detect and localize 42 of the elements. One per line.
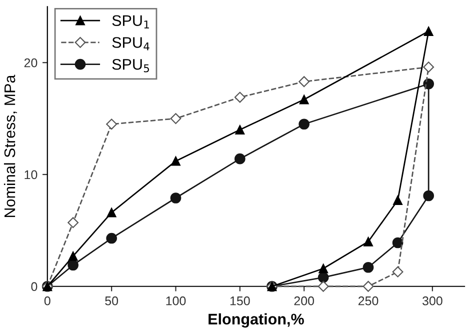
point — [298, 76, 310, 88]
point — [362, 280, 374, 292]
point — [299, 94, 309, 104]
point — [171, 156, 180, 166]
point — [234, 153, 246, 164]
point — [106, 118, 118, 130]
x-tick-label: 150 — [230, 296, 250, 306]
point — [235, 125, 245, 134]
x-tick-label: 250 — [358, 296, 378, 306]
point — [68, 217, 79, 228]
point — [362, 262, 374, 273]
legend-label: SPU$_{1}$ — [112, 15, 149, 28]
point — [392, 237, 404, 248]
point — [234, 92, 246, 103]
x-axis-title: Elongation,% — [208, 313, 304, 328]
point — [170, 113, 182, 124]
point — [298, 118, 310, 130]
point — [393, 196, 402, 205]
point — [318, 264, 328, 274]
point — [392, 266, 404, 278]
y-tick-label: 0 — [31, 282, 38, 292]
point — [68, 251, 78, 261]
point — [68, 260, 78, 271]
point — [318, 280, 329, 292]
x-tick-label: 0 — [44, 296, 50, 306]
legend-label: SPU$_{5}$ — [112, 58, 149, 72]
y-axis-title: Nominal Stress, MPa — [4, 74, 18, 218]
legend-label: SPU$_{4}$ — [112, 37, 150, 50]
x-tick-label: 50 — [105, 296, 118, 306]
point — [423, 62, 434, 73]
x-tick-label: 100 — [166, 296, 186, 306]
point — [318, 272, 329, 283]
point — [423, 190, 434, 202]
y-tick-label: 20 — [24, 58, 38, 68]
x-tick-label: 300 — [422, 296, 442, 306]
point — [106, 232, 117, 244]
point — [170, 192, 182, 204]
point — [106, 208, 116, 218]
point — [424, 26, 434, 36]
point — [364, 236, 373, 246]
x-tick-label: 200 — [294, 296, 314, 306]
y-tick-label: 10 — [24, 170, 38, 180]
